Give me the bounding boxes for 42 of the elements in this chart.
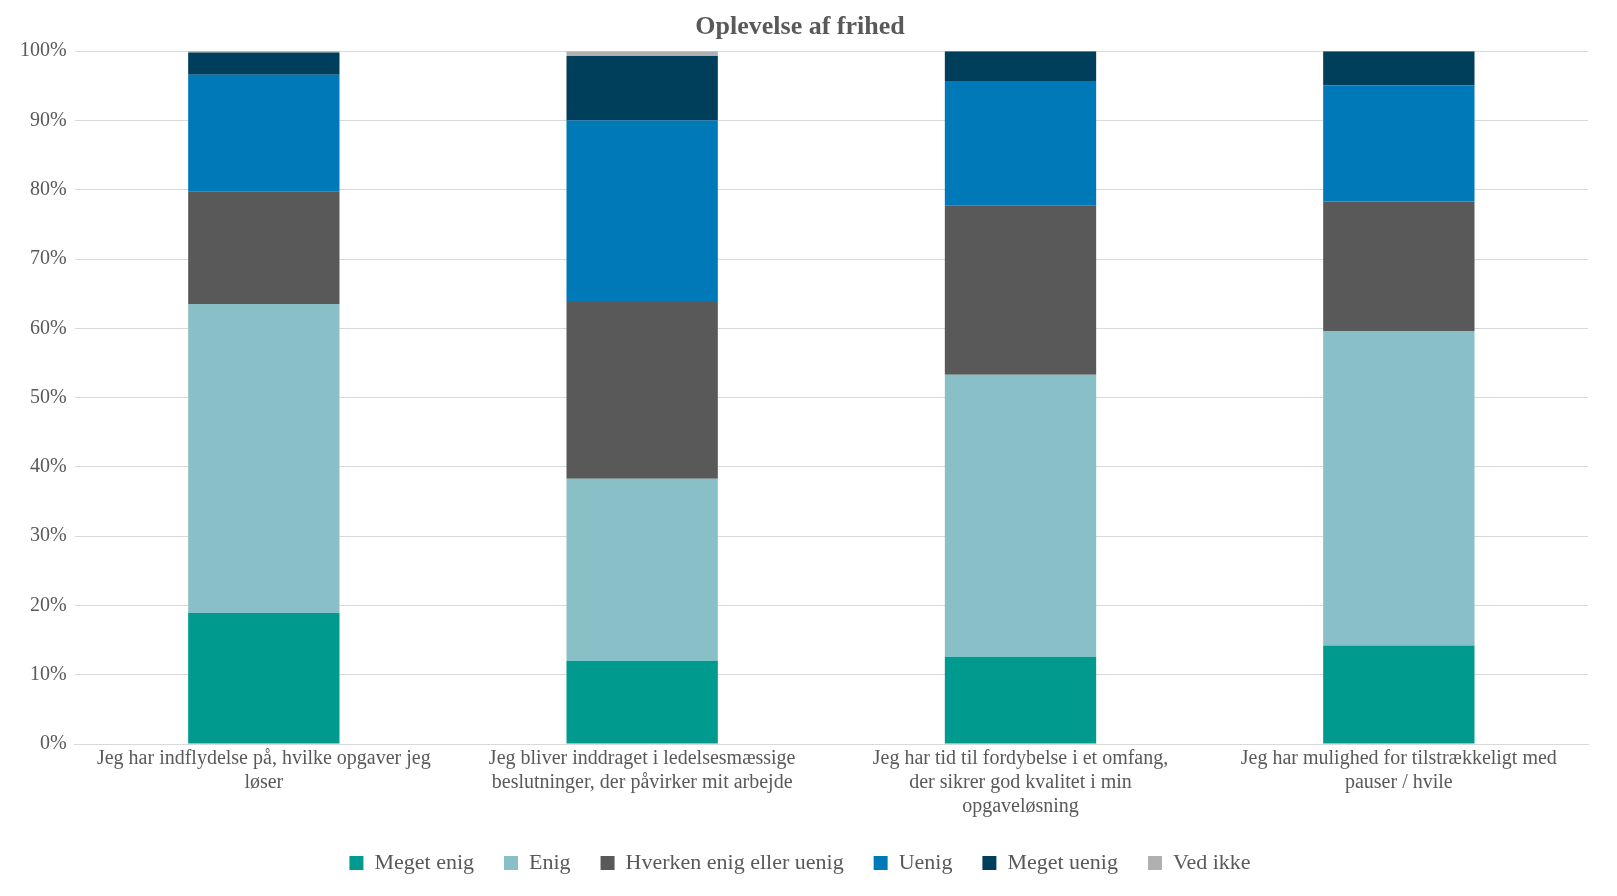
x-tick-label: Jeg har indflydelse på, hvilke opgaver jeg løser xyxy=(96,746,431,793)
y-tick-label: 50% xyxy=(29,384,67,407)
y-tick-label: 90% xyxy=(29,107,67,130)
x-tick-label: Jeg bliver inddraget i ledelsesmæssige beslutninger, der påvirker mit arbejde xyxy=(488,746,796,794)
bar xyxy=(188,74,340,192)
y-tick-label: 100% xyxy=(19,38,67,61)
bar xyxy=(944,374,1097,657)
bar xyxy=(188,304,340,614)
bar xyxy=(944,205,1097,375)
y-tick-label: 30% xyxy=(29,523,67,546)
bar xyxy=(944,80,1097,206)
legend-label: Enig xyxy=(529,848,571,874)
legend-label: Ved ikke xyxy=(1172,848,1251,874)
bar xyxy=(188,52,340,75)
bar xyxy=(1323,201,1475,332)
bar xyxy=(566,56,718,121)
legend-label: Hverken enig eller uenig xyxy=(625,848,844,874)
bar xyxy=(188,613,340,744)
bar xyxy=(188,191,340,305)
y-tick-label: 0% xyxy=(39,731,67,754)
chart-title: Oplevelse af frihed xyxy=(695,11,906,41)
y-tick-label: 60% xyxy=(29,315,67,338)
bar xyxy=(1323,85,1475,202)
legend-label: Meget uenig xyxy=(1007,848,1118,874)
bar xyxy=(944,656,1097,744)
y-tick-label: 70% xyxy=(29,246,67,269)
bar xyxy=(1323,51,1475,86)
y-tick-label: 20% xyxy=(29,592,67,615)
bar xyxy=(1323,645,1475,744)
bar xyxy=(566,301,718,479)
y-tick-label: 80% xyxy=(29,177,67,200)
bar xyxy=(566,478,718,661)
bar xyxy=(566,660,718,744)
bar xyxy=(1323,331,1475,646)
x-tick-label: Jeg har tid til fordybelse i et omfang, der sikrer god kvalitet i min opgaveløsning xyxy=(872,746,1169,818)
bar xyxy=(566,120,718,302)
legend-label: Uenig xyxy=(898,848,953,874)
x-tick-label: Jeg har mulighed for tilstrækkeligt med pauser / hvile xyxy=(1240,746,1557,794)
y-tick-label: 40% xyxy=(29,454,67,477)
bar xyxy=(944,51,1097,81)
legend-label: Meget enig xyxy=(374,848,475,874)
y-tick-label: 10% xyxy=(29,661,67,684)
